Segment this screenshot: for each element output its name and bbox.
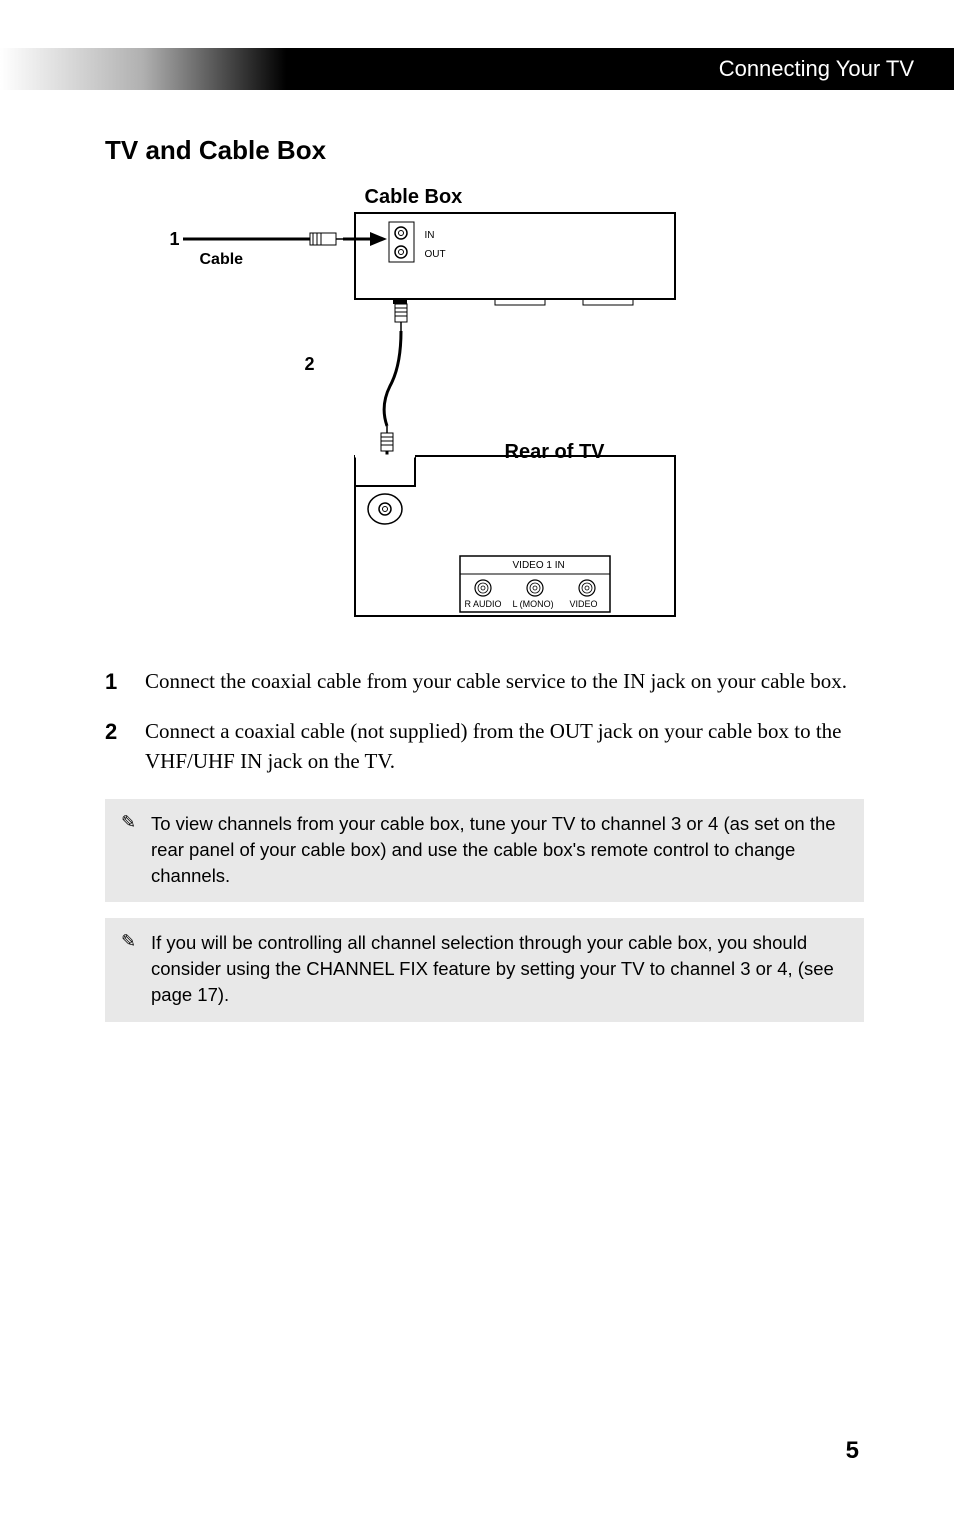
steps-list: 1 Connect the coaxial cable from your ca…	[105, 666, 864, 777]
page-content: TV and Cable Box Cable Box Rear of TV 1 …	[0, 135, 954, 1022]
diagram-svg	[165, 186, 805, 636]
note-icon: ✎	[121, 811, 151, 833]
connection-diagram: Cable Box Rear of TV 1 2 Cable IN OUT VH…	[165, 186, 805, 636]
note-text: To view channels from your cable box, tu…	[151, 811, 848, 889]
step-text: Connect the coaxial cable from your cabl…	[145, 666, 847, 698]
note-box: ✎ To view channels from your cable box, …	[105, 799, 864, 903]
step-number: 1	[105, 666, 145, 698]
step-text: Connect a coaxial cable (not supplied) f…	[145, 716, 864, 777]
step-item: 1 Connect the coaxial cable from your ca…	[105, 666, 864, 698]
page-number: 5	[846, 1437, 859, 1465]
section-title: TV and Cable Box	[105, 135, 864, 166]
step-item: 2 Connect a coaxial cable (not supplied)…	[105, 716, 864, 777]
header-section-label: Connecting Your TV	[719, 56, 914, 82]
note-icon: ✎	[121, 930, 151, 952]
header-bar: Connecting Your TV	[0, 48, 954, 90]
note-box: ✎ If you will be controlling all channel…	[105, 918, 864, 1022]
note-text: If you will be controlling all channel s…	[151, 930, 848, 1008]
step-number: 2	[105, 716, 145, 777]
